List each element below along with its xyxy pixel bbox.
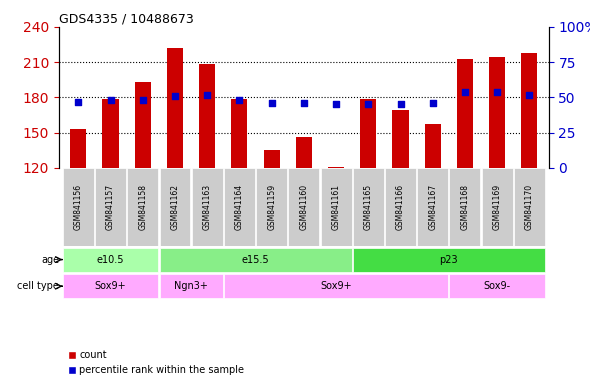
Text: GSM841157: GSM841157 [106,184,115,230]
Bar [425,124,441,168]
Text: GSM841167: GSM841167 [428,184,437,230]
Point [235,97,244,103]
Text: GSM841161: GSM841161 [332,184,340,230]
Text: GSM841159: GSM841159 [267,184,276,230]
Text: GSM841166: GSM841166 [396,184,405,230]
FancyBboxPatch shape [224,274,448,298]
Text: Sox9-: Sox9- [484,281,511,291]
Point [299,100,309,106]
Text: GDS4335 / 10488673: GDS4335 / 10488673 [59,13,194,26]
Point [138,97,148,103]
Text: GSM841158: GSM841158 [138,184,148,230]
Bar [296,137,312,168]
FancyBboxPatch shape [385,168,416,246]
Bar [392,110,408,168]
Bar [135,82,151,168]
FancyBboxPatch shape [127,168,158,246]
FancyBboxPatch shape [63,248,158,271]
Text: cell type: cell type [17,281,59,291]
Point [525,91,534,98]
Text: GSM841163: GSM841163 [203,184,212,230]
Point [106,97,115,103]
Text: GSM841170: GSM841170 [525,184,534,230]
Point [460,89,470,95]
FancyBboxPatch shape [159,274,222,298]
Bar [457,59,473,168]
Bar [231,99,247,168]
Text: GSM841162: GSM841162 [171,184,179,230]
Text: GSM841168: GSM841168 [460,184,470,230]
Point [396,101,405,108]
Text: GSM841156: GSM841156 [74,184,83,230]
FancyBboxPatch shape [63,168,94,246]
Text: e10.5: e10.5 [97,255,124,265]
Text: GSM841169: GSM841169 [493,184,502,230]
FancyBboxPatch shape [353,168,384,246]
FancyBboxPatch shape [481,168,513,246]
Text: Ngn3+: Ngn3+ [174,281,208,291]
Text: p23: p23 [440,255,458,265]
FancyBboxPatch shape [417,168,448,246]
Text: e15.5: e15.5 [242,255,270,265]
FancyBboxPatch shape [224,168,255,246]
FancyBboxPatch shape [256,168,287,246]
Point [428,100,437,106]
FancyBboxPatch shape [353,248,545,271]
FancyBboxPatch shape [159,248,352,271]
Bar [264,150,280,168]
FancyBboxPatch shape [63,274,158,298]
Point [363,101,373,108]
FancyBboxPatch shape [450,168,480,246]
FancyBboxPatch shape [289,168,319,246]
Bar [489,58,505,168]
FancyBboxPatch shape [514,168,545,246]
FancyBboxPatch shape [192,168,222,246]
Text: GSM841165: GSM841165 [364,184,373,230]
Point [267,100,276,106]
Bar [103,99,119,168]
FancyBboxPatch shape [159,168,191,246]
Text: Sox9+: Sox9+ [320,281,352,291]
FancyBboxPatch shape [450,274,545,298]
Text: Sox9+: Sox9+ [95,281,126,291]
Bar [360,99,376,168]
Point [74,99,83,105]
Legend: count, percentile rank within the sample: count, percentile rank within the sample [64,346,248,379]
Bar [167,48,183,168]
Bar [199,65,215,168]
Bar [522,53,537,168]
Point [171,93,180,99]
Text: age: age [41,255,59,265]
Text: GSM841164: GSM841164 [235,184,244,230]
Bar [70,129,86,168]
Point [202,91,212,98]
Bar [328,167,344,168]
Point [493,89,502,95]
FancyBboxPatch shape [320,168,352,246]
FancyBboxPatch shape [95,168,126,246]
Point [332,101,341,108]
Text: GSM841160: GSM841160 [299,184,309,230]
